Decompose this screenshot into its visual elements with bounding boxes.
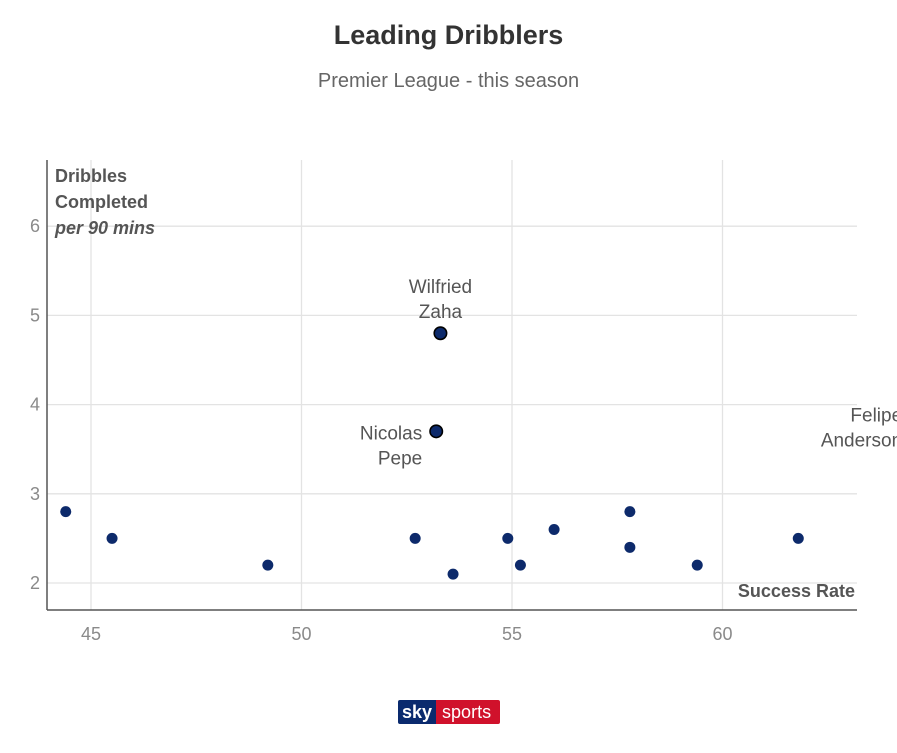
data-point [262, 559, 274, 571]
y-axis-label-line: Completed [55, 192, 148, 212]
data-point [502, 532, 514, 544]
point-label: Felipe [850, 406, 897, 427]
y-tick-label: 5 [30, 305, 40, 325]
x-tick-label: 50 [291, 624, 311, 644]
chart-subtitle: Premier League - this season [317, 70, 580, 92]
data-point [447, 568, 459, 580]
point-label: Wilfried [409, 277, 472, 298]
data-point-labeled [433, 326, 448, 341]
point-labels: AdamaTraoreWilfriedZahaEmilianoBuendiaFe… [360, 277, 897, 469]
data-point [624, 506, 636, 518]
point-label: Zaha [419, 302, 463, 323]
y-axis-label-line: per 90 mins [54, 218, 155, 238]
y-axis-label-line: Dribbles [55, 166, 127, 186]
x-tick-label: 55 [502, 624, 522, 644]
point-label: Anderson [821, 431, 897, 452]
point-label: Nicolas [360, 423, 422, 444]
data-point [106, 532, 118, 544]
data-point [514, 559, 526, 571]
sky-sports-logo: sky sports [398, 700, 500, 724]
data-points [60, 326, 804, 580]
tick-labels: 455055606570758023456 [30, 216, 733, 644]
data-point [624, 541, 636, 553]
data-point [691, 559, 703, 571]
data-point-labeled [429, 424, 444, 439]
y-axis-label: Dribbles Completed per 90 mins [54, 166, 155, 238]
y-tick-label: 2 [30, 573, 40, 593]
data-point [792, 532, 804, 544]
x-tick-label: 45 [81, 624, 101, 644]
brand-sports: sports [436, 700, 500, 724]
x-tick-label: 60 [712, 624, 732, 644]
grid-lines [47, 160, 857, 610]
y-tick-label: 6 [30, 216, 40, 236]
data-point [409, 532, 421, 544]
axes [46, 160, 857, 611]
y-tick-label: 3 [30, 484, 40, 504]
data-point [60, 506, 72, 518]
x-axis-label: Success Rate [738, 581, 855, 601]
brand-sky: sky [398, 700, 437, 724]
y-tick-label: 4 [30, 395, 40, 415]
data-point [548, 523, 560, 535]
chart-title: Leading Dribblers [333, 20, 564, 50]
point-label: Pepe [378, 448, 422, 469]
